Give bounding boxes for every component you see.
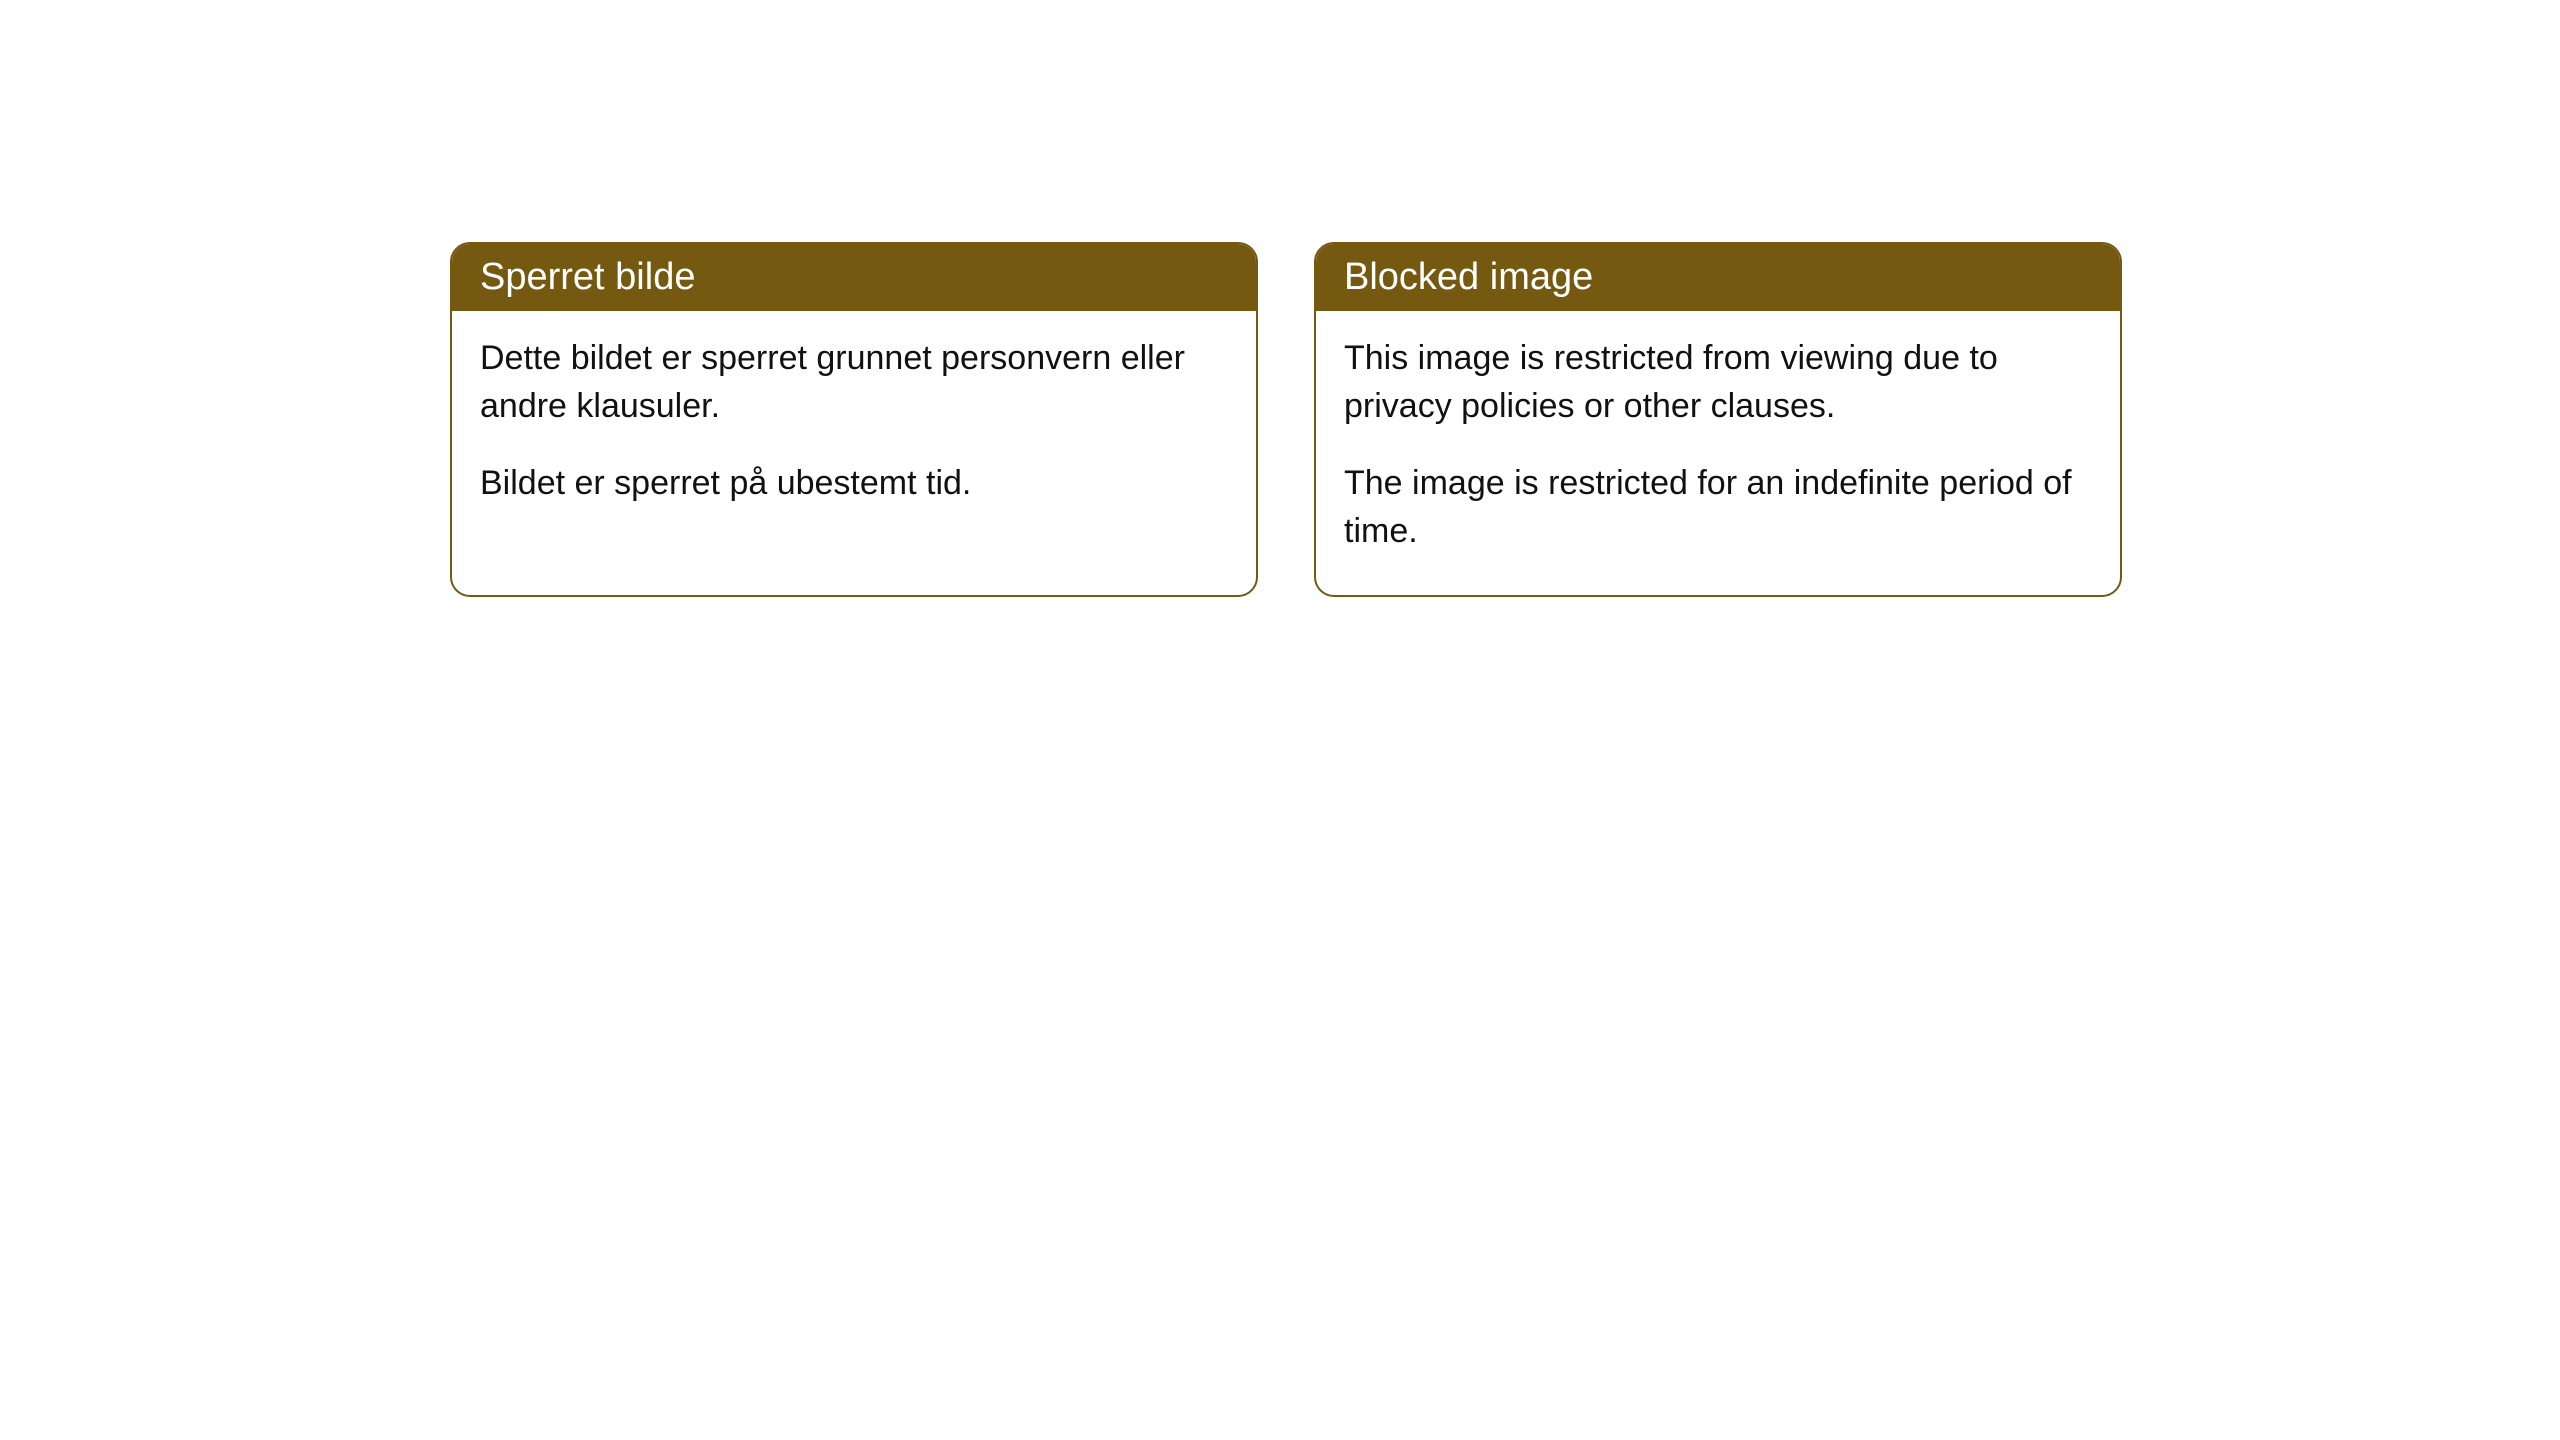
- notice-card-norwegian: Sperret bilde Dette bildet er sperret gr…: [450, 242, 1258, 597]
- card-paragraph-1-norwegian: Dette bildet er sperret grunnet personve…: [480, 335, 1228, 430]
- notice-cards-container: Sperret bilde Dette bildet er sperret gr…: [450, 242, 2122, 597]
- card-body-english: This image is restricted from viewing du…: [1316, 311, 2120, 595]
- card-paragraph-2-norwegian: Bildet er sperret på ubestemt tid.: [480, 460, 1228, 508]
- card-paragraph-1-english: This image is restricted from viewing du…: [1344, 335, 2092, 430]
- card-paragraph-2-english: The image is restricted for an indefinit…: [1344, 460, 2092, 555]
- card-header-english: Blocked image: [1316, 244, 2120, 311]
- notice-card-english: Blocked image This image is restricted f…: [1314, 242, 2122, 597]
- card-header-norwegian: Sperret bilde: [452, 244, 1256, 311]
- card-body-norwegian: Dette bildet er sperret grunnet personve…: [452, 311, 1256, 548]
